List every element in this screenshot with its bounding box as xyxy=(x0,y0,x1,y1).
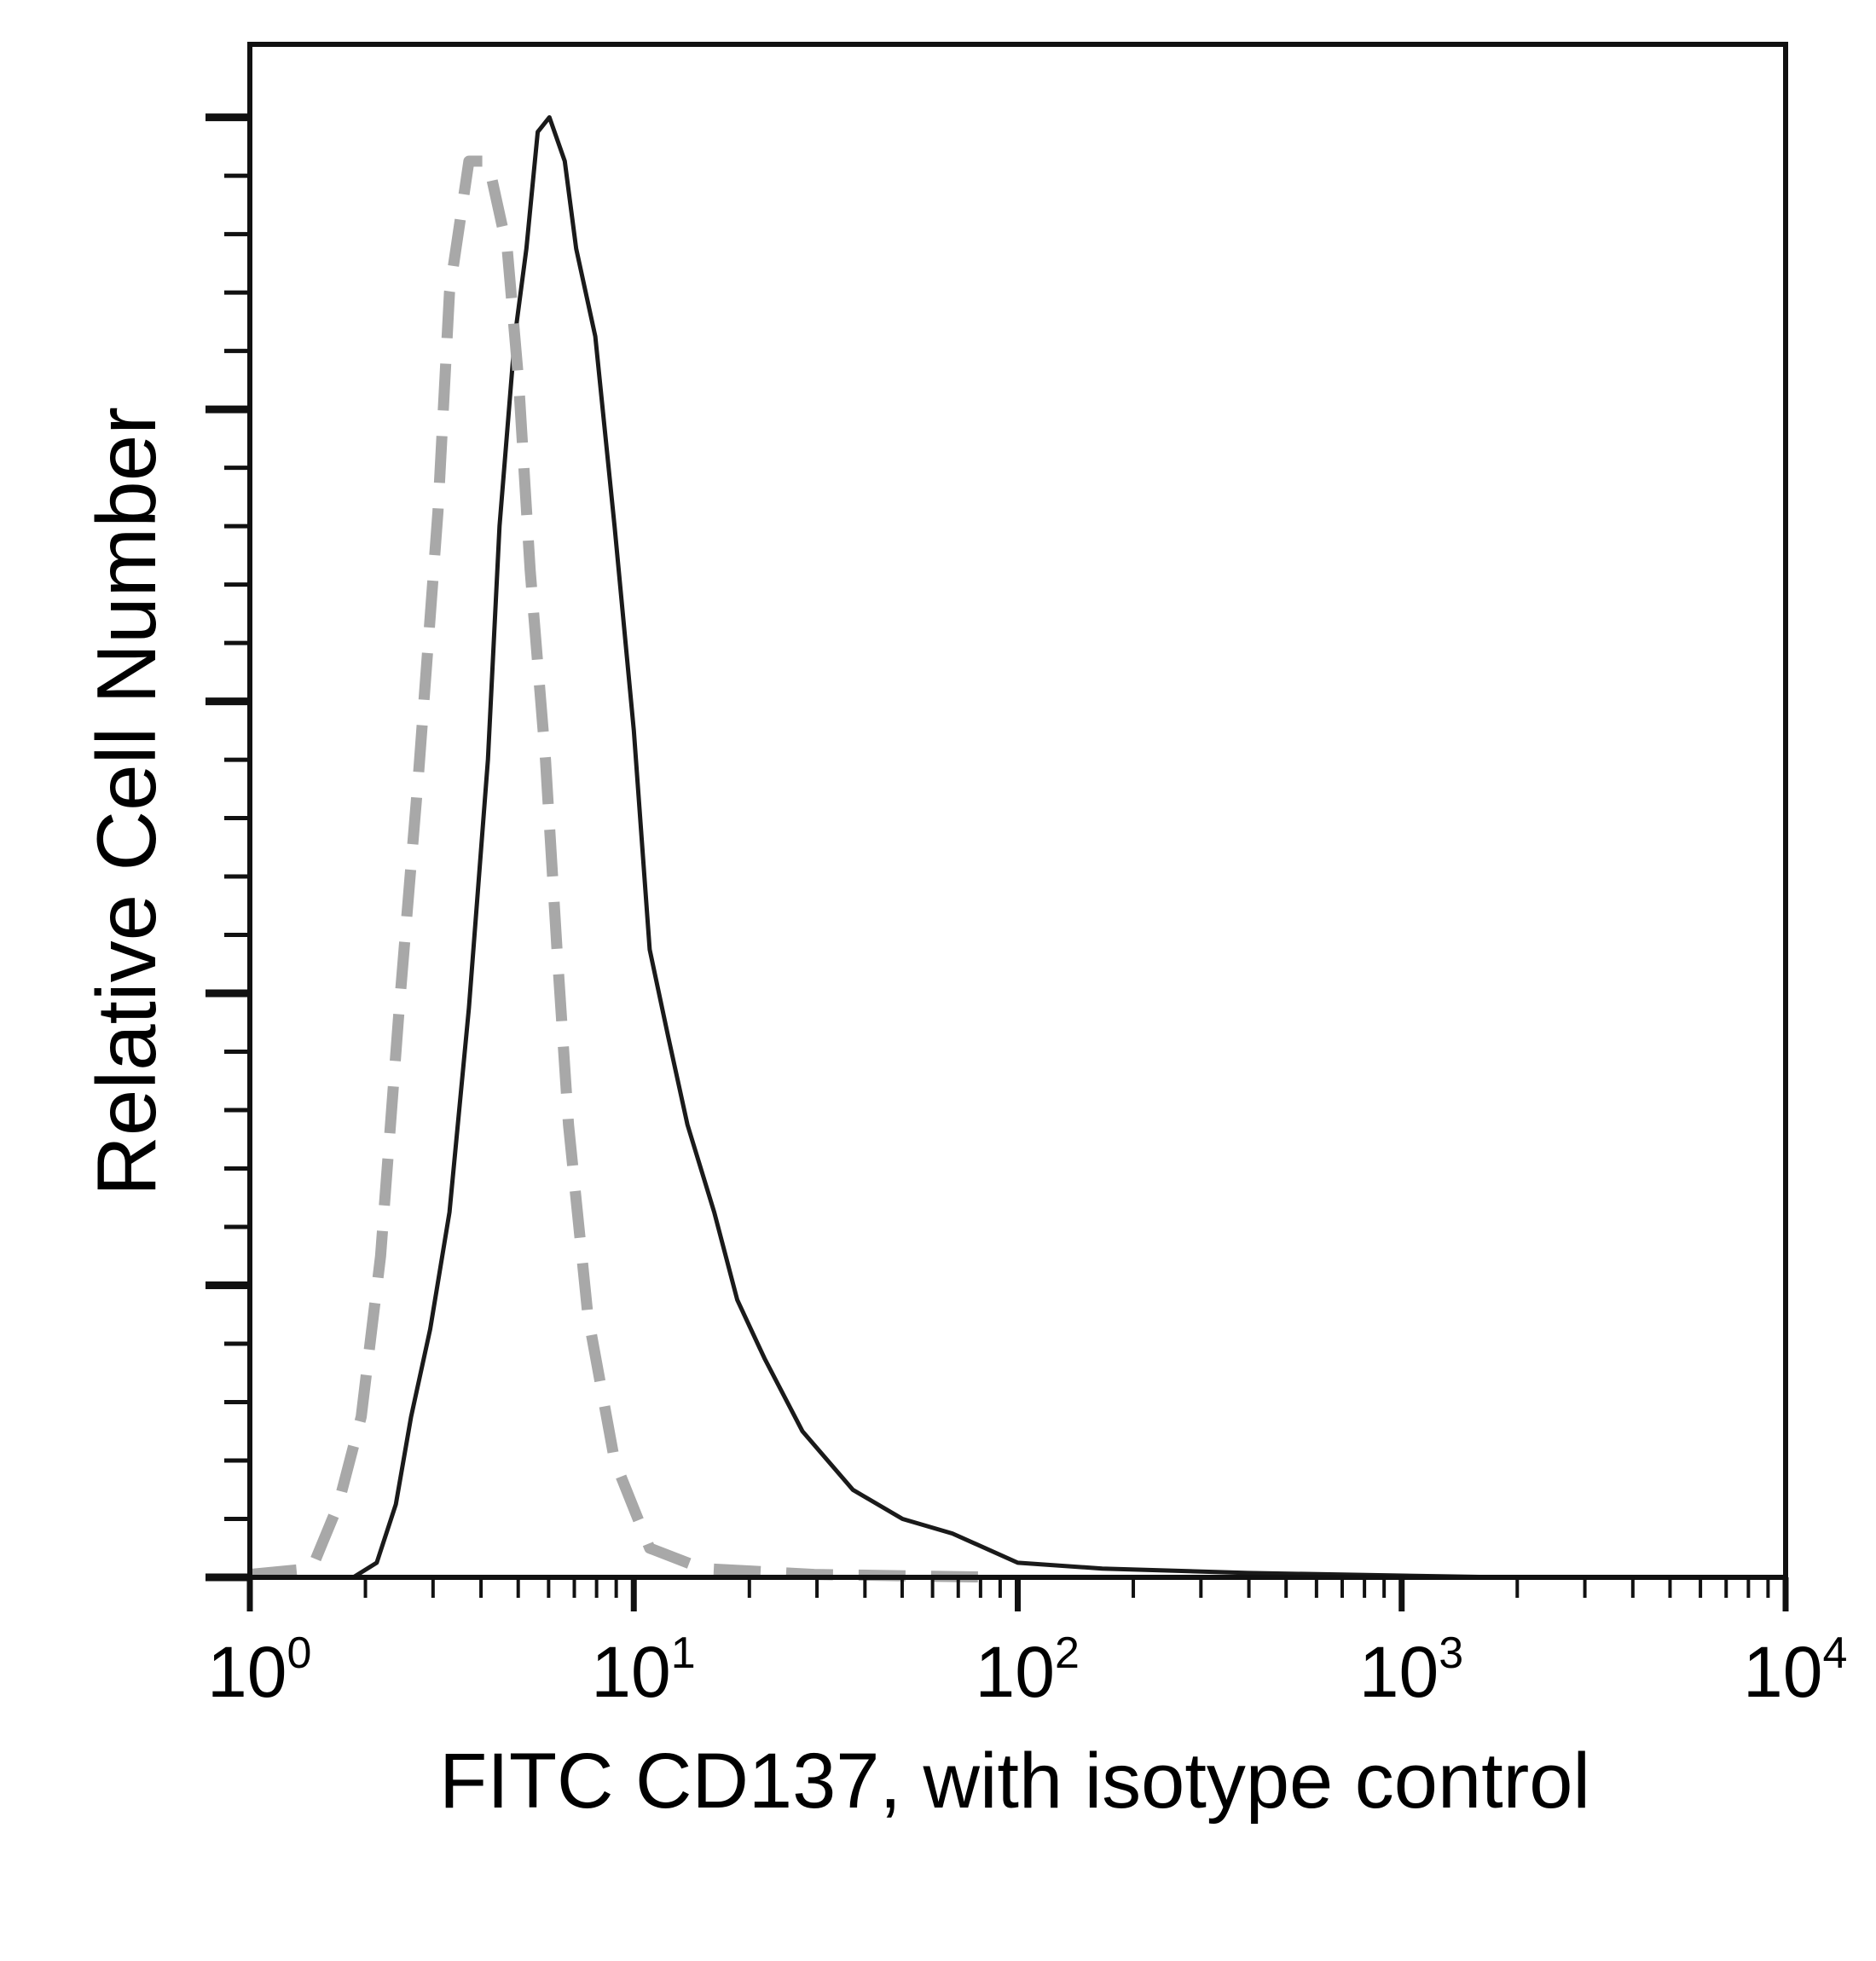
tick-exponent: 2 xyxy=(1055,1628,1080,1678)
tick-base: 10 xyxy=(591,1632,670,1712)
tick-exponent: 4 xyxy=(1822,1628,1847,1678)
x-tick-label: 103 xyxy=(1359,1628,1463,1712)
tick-exponent: 1 xyxy=(671,1628,696,1678)
series-line-fitc-cd137 xyxy=(351,115,1786,1580)
tick-base: 10 xyxy=(207,1632,287,1712)
y-axis-label: Relative Cell Number xyxy=(79,407,173,1196)
plot-frame xyxy=(247,42,1788,1580)
series-layer xyxy=(249,115,1786,1583)
x-tick-label: 101 xyxy=(591,1628,695,1712)
tick-layer xyxy=(206,113,1789,1611)
x-tick-label: 102 xyxy=(976,1628,1080,1712)
x-tick-label: 104 xyxy=(1743,1628,1847,1712)
tick-base: 10 xyxy=(1743,1632,1822,1712)
tick-base: 10 xyxy=(1359,1632,1439,1712)
tick-exponent: 0 xyxy=(287,1628,311,1678)
tick-base: 10 xyxy=(976,1632,1055,1712)
x-axis-label: FITC CD137, with isotype control xyxy=(439,1738,1590,1825)
series-line-isotype-control xyxy=(249,155,1003,1583)
tick-exponent: 3 xyxy=(1439,1628,1463,1678)
x-tick-labels: 100 101 102 103 104 xyxy=(207,1628,1847,1712)
x-tick-label: 100 xyxy=(207,1628,311,1712)
